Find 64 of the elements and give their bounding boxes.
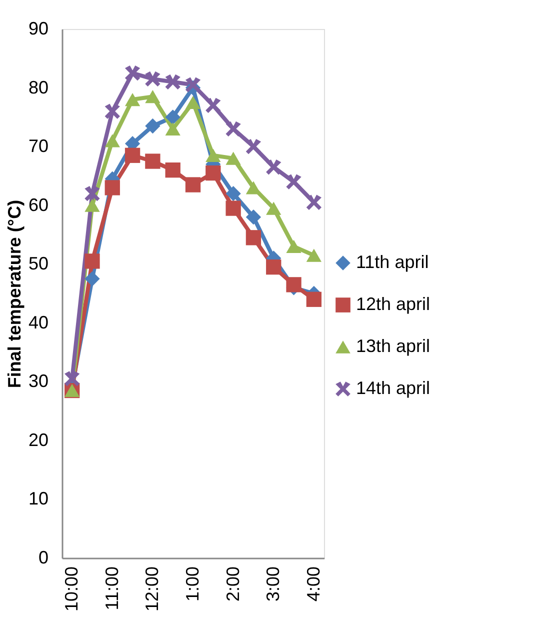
y-tick-label: 30: [28, 371, 48, 392]
y-axis-title: Final temperature (°C): [4, 200, 24, 388]
point: [266, 202, 282, 215]
y-tick-label: 50: [28, 254, 48, 274]
y-tick-label: 20: [28, 430, 48, 450]
point: [165, 74, 180, 90]
point: [124, 92, 140, 106]
point: [104, 134, 120, 148]
point: [226, 186, 241, 202]
point: [206, 98, 221, 113]
point: [226, 121, 241, 137]
point: [124, 66, 140, 81]
point: [206, 148, 221, 162]
point: [84, 186, 100, 202]
point: [165, 122, 180, 136]
point: [226, 152, 241, 165]
point: [306, 194, 322, 210]
point: [84, 271, 100, 286]
point: [84, 198, 100, 212]
point: [185, 77, 201, 92]
legend-label: 13th april: [356, 336, 430, 356]
point: [246, 181, 262, 194]
point: [206, 165, 221, 181]
point: [124, 148, 140, 163]
point: [185, 96, 201, 110]
point: [286, 174, 302, 190]
legend-label: 12th april: [356, 294, 430, 314]
point: [84, 254, 100, 269]
x-tick-label: 2:00: [222, 566, 243, 602]
y-tick-label: 80: [28, 77, 48, 98]
x-tick-label: 11:00: [102, 566, 122, 610]
point: [306, 292, 322, 307]
legend-label: 11th april: [356, 252, 429, 272]
point: [246, 230, 262, 246]
y-tick-label: 60: [28, 194, 48, 215]
x-tick-label: 10:00: [62, 566, 82, 612]
x-tick-label: 12:00: [142, 566, 162, 612]
point: [185, 177, 201, 192]
x-tick-label: 1:00: [182, 566, 202, 602]
point: [64, 371, 80, 386]
point: [145, 71, 160, 87]
point: [266, 160, 282, 175]
point: [286, 277, 302, 292]
x-tick-label: 3:00: [263, 566, 284, 602]
y-tick-label: 70: [28, 136, 48, 156]
point: [145, 154, 160, 169]
point: [145, 90, 160, 104]
point: [104, 180, 120, 196]
point: [104, 104, 120, 119]
point: [266, 259, 282, 275]
point: [226, 200, 241, 216]
y-tick-label: 0: [38, 548, 48, 568]
point: [165, 162, 180, 178]
y-tick-label: 90: [28, 18, 48, 38]
y-tick-label: 40: [28, 312, 48, 332]
point: [246, 210, 262, 225]
x-tick-label: 4:00: [303, 566, 324, 602]
point: [165, 110, 180, 125]
point: [286, 240, 302, 254]
legend-label: 14th april: [356, 378, 430, 398]
point: [145, 118, 160, 134]
y-tick-label: 10: [28, 488, 48, 509]
point: [306, 248, 322, 262]
point: [246, 138, 262, 154]
